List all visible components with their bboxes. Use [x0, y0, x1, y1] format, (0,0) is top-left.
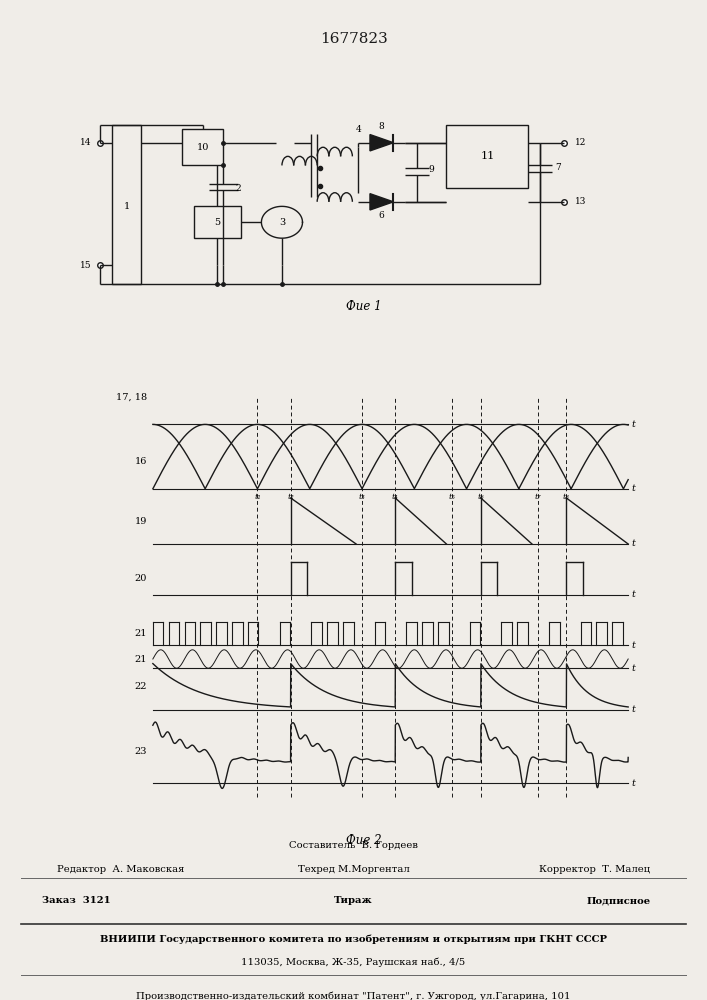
Text: 13: 13	[575, 197, 587, 206]
Text: t: t	[631, 779, 635, 788]
Bar	[182, 129, 223, 165]
Text: 3: 3	[279, 218, 285, 227]
Text: Фие 1: Фие 1	[346, 300, 382, 313]
Bar	[194, 206, 241, 238]
Text: Фие 2: Фие 2	[346, 834, 382, 847]
Bar	[446, 125, 528, 188]
Text: 20: 20	[134, 574, 147, 583]
Text: 6: 6	[379, 211, 385, 220]
Text: Подписное: Подписное	[586, 896, 650, 905]
Text: 113035, Москва, Ж-35, Раушская наб., 4/5: 113035, Москва, Ж-35, Раушская наб., 4/5	[241, 958, 466, 967]
Polygon shape	[370, 194, 393, 210]
Text: t₂: t₂	[287, 493, 294, 501]
Text: 19: 19	[134, 516, 147, 525]
Polygon shape	[370, 135, 393, 151]
Text: t₈: t₈	[563, 493, 570, 501]
Text: t₃: t₃	[358, 493, 366, 501]
Text: 15: 15	[80, 261, 91, 270]
Text: t: t	[631, 705, 635, 714]
Text: 16: 16	[134, 457, 147, 466]
Text: Производственно-издательский комбинат "Патент", г. Ужгород, ул.Гагарина, 101: Производственно-издательский комбинат "П…	[136, 992, 571, 1000]
Text: 8: 8	[379, 122, 385, 131]
Text: Тираж: Тираж	[334, 896, 373, 905]
Text: Техред М.Моргентал: Техред М.Моргентал	[298, 865, 409, 874]
Text: t₇: t₇	[534, 493, 542, 501]
Text: Редактор  А. Маковская: Редактор А. Маковская	[57, 865, 184, 874]
Text: 17, 18: 17, 18	[116, 392, 147, 401]
Text: 21: 21	[134, 654, 147, 664]
Text: 4: 4	[356, 125, 361, 134]
Text: Корректор  Т. Малец: Корректор Т. Малец	[539, 865, 650, 874]
Text: 14: 14	[80, 138, 91, 147]
Text: 21: 21	[134, 629, 147, 638]
Text: Заказ  3121: Заказ 3121	[42, 896, 111, 905]
Text: 1677823: 1677823	[320, 32, 387, 46]
Text: 12: 12	[575, 138, 587, 147]
Text: 2: 2	[235, 184, 240, 193]
Text: t: t	[631, 484, 635, 493]
Text: 10: 10	[197, 143, 209, 152]
Text: ВНИИПИ Государственного комитета по изобретениям и открытиям при ГКНТ СССР: ВНИИПИ Государственного комитета по изоб…	[100, 934, 607, 944]
Text: t: t	[631, 539, 635, 548]
Text: t: t	[631, 420, 635, 429]
Text: t: t	[631, 641, 635, 650]
Text: t₆: t₆	[477, 493, 484, 501]
Text: t₁: t₁	[254, 493, 261, 501]
Text: Составитель  В. Гордеев: Составитель В. Гордеев	[289, 841, 418, 850]
Text: 5: 5	[214, 218, 221, 227]
Text: 11: 11	[480, 151, 494, 161]
Bar	[112, 125, 141, 284]
Text: t: t	[631, 590, 635, 599]
Text: t: t	[631, 664, 635, 673]
Text: t₅: t₅	[449, 493, 456, 501]
Text: 9: 9	[428, 165, 434, 174]
Text: 1: 1	[123, 202, 129, 211]
Text: 7: 7	[555, 163, 561, 172]
Text: 23: 23	[134, 746, 147, 756]
Text: 22: 22	[134, 682, 147, 691]
Text: t₄: t₄	[392, 493, 399, 501]
